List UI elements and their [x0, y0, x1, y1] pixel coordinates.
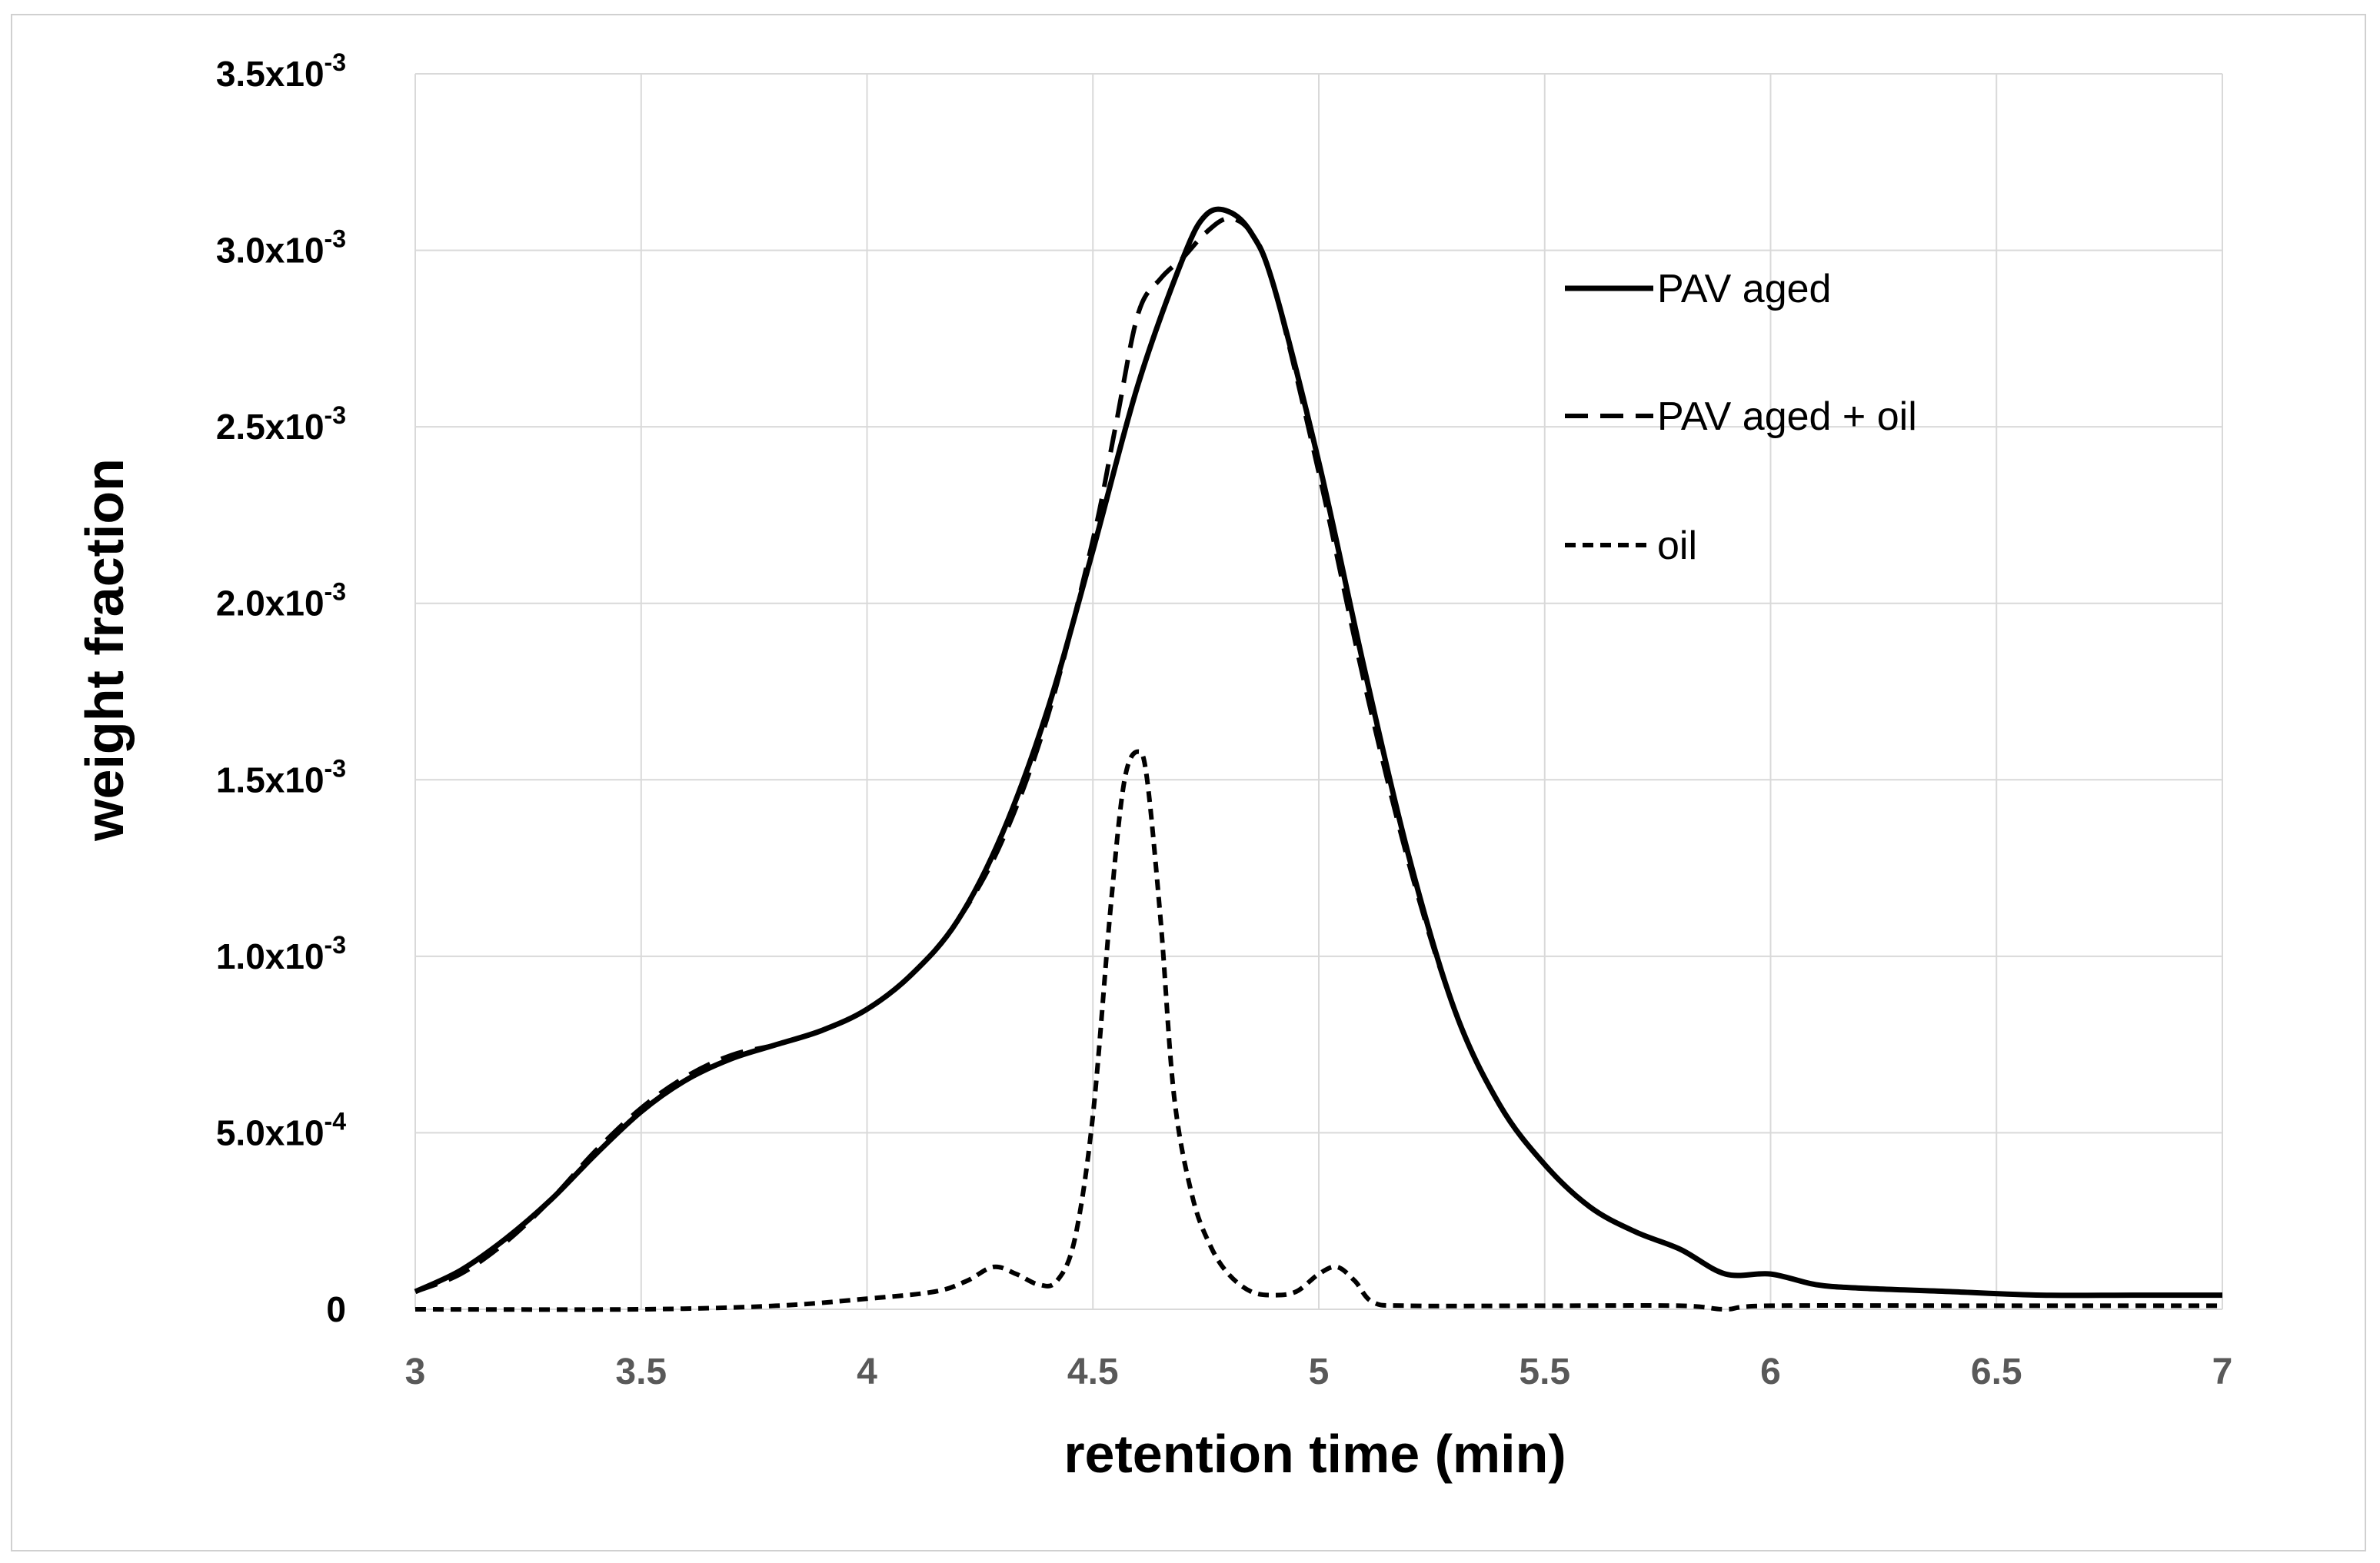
- legend-item: oil: [1565, 524, 1697, 568]
- x-tick-label: 3.5: [615, 1352, 667, 1392]
- y-tick-mantissa: 1.5x10: [216, 760, 325, 800]
- y-tick-mantissa: 2.0x10: [216, 584, 325, 624]
- x-tick-label: 5.5: [1519, 1352, 1570, 1392]
- y-tick-label: 3.0x10-3: [216, 225, 346, 271]
- series-line-pav-aged-oil: [414, 216, 2222, 1298]
- x-tick-label: 4.5: [1067, 1352, 1119, 1392]
- x-tick-label: 5: [1309, 1352, 1330, 1392]
- y-tick-exponent: -4: [325, 1107, 347, 1135]
- y-tick-label: 2.0x10-3: [216, 578, 346, 624]
- y-tick-label: 1.5x10-3: [216, 754, 346, 800]
- x-tick-labels: 3 3.5 4 4.5 5 5.5 6 6.5 7: [405, 1352, 2233, 1392]
- y-tick-exponent: -3: [325, 225, 346, 253]
- y-tick-mantissa: 5.0x10: [216, 1112, 325, 1152]
- y-tick-mantissa: 3.0x10: [216, 231, 325, 271]
- series-line-oil: [414, 749, 2222, 1312]
- x-tick-label: 3: [405, 1352, 426, 1392]
- y-tick-label: 2.5x10-3: [216, 401, 346, 447]
- series-lines: [414, 206, 2222, 1312]
- x-tick-label: 7: [2212, 1352, 2233, 1392]
- y-tick-label: 3.5x10-3: [216, 48, 346, 94]
- legend-item: PAV aged + oil: [1565, 394, 1917, 439]
- x-tick-label: 4: [857, 1352, 877, 1392]
- legend-label: PAV aged: [1657, 267, 1831, 311]
- y-tick-label: 5.0x10-4: [216, 1107, 346, 1152]
- y-tick-mantissa: 1.0x10: [216, 936, 325, 976]
- y-tick-exponent: -3: [325, 754, 346, 782]
- x-tick-label: 6: [1760, 1352, 1781, 1392]
- gridlines: [414, 73, 2223, 1310]
- legend: PAV aged PAV aged + oil oil: [1565, 267, 1917, 568]
- y-tick-exponent: -3: [325, 48, 346, 76]
- y-tick-mantissa: 0: [326, 1289, 346, 1329]
- y-tick-labels: 05.0x10-41.0x10-31.5x10-32.0x10-32.5x10-…: [216, 48, 346, 1329]
- y-axis-title: weight fraction: [75, 458, 135, 842]
- y-tick-mantissa: 2.5x10: [216, 407, 325, 447]
- legend-label: PAV aged + oil: [1657, 394, 1917, 439]
- x-tick-label: 6.5: [1971, 1352, 2022, 1392]
- y-tick-mantissa: 3.5x10: [216, 54, 325, 94]
- y-tick-exponent: -3: [325, 578, 346, 606]
- x-axis-title: retention time (min): [1064, 1424, 1566, 1484]
- legend-label: oil: [1657, 524, 1697, 568]
- y-tick-label: 1.0x10-3: [216, 931, 346, 976]
- y-tick-label: 0: [326, 1289, 346, 1329]
- y-tick-exponent: -3: [325, 931, 346, 959]
- y-tick-exponent: -3: [325, 401, 346, 429]
- legend-item: PAV aged: [1565, 267, 1831, 311]
